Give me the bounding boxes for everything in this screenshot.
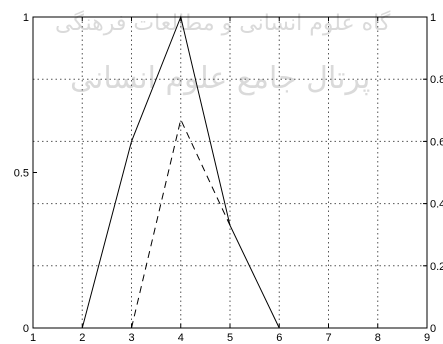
watermark-text-1: ﮔﺎﻩ ﻋﻠﻮﻡ ﺍﻧﺴﺎﻧﯽ ﻭ ﻣﻄﺎﻟﻌﺎﺕ ﻓﺮﻫﻨﮕﯽ [55,10,391,36]
y2-tick-label-0: 0 [430,323,436,335]
x-tick-label-3: 3 [128,332,134,344]
y2-tick-label-1: 1 [430,12,436,24]
y2-tick-label-0-8: 0.8 [430,74,443,86]
y-tick-label-0: 0 [23,323,29,335]
x-tick-label-8: 8 [375,332,381,344]
x-tick-label-9: 9 [424,332,430,344]
x-tick-label-5: 5 [227,332,233,344]
y2-tick-label-0-6: 0.6 [430,136,443,148]
y2-tick-label-0-2: 0.2 [430,261,443,273]
series-2-line [131,118,231,329]
y-tick-label-1: 1 [23,12,29,24]
watermark: ﮔﺎﻩ ﻋﻠﻮﻡ ﺍﻧﺴﺎﻧﯽ ﻭ ﻣﻄﺎﻟﻌﺎﺕ ﻓﺮﻫﻨﮕﯽ ﭘﺮﺗﺎﻝ ﺟ… [55,10,391,96]
y2-tick-label-0-4: 0.4 [430,199,443,211]
x-tick-label-1: 1 [30,332,36,344]
x-tick-label-6: 6 [276,332,282,344]
y-tick-label-0-5: 0.5 [14,168,29,180]
x-tick-label-2: 2 [79,332,85,344]
watermark-text-2: ﭘﺮﺗﺎﻝ ﺟﺎﻣﻊ ﻋﻠﻮﻡ ﺍﻧﺴﺎﻧﯽ [70,61,370,96]
x-tick-label-7: 7 [325,332,331,344]
x-tick-label-4: 4 [178,332,184,344]
axes [32,16,428,329]
